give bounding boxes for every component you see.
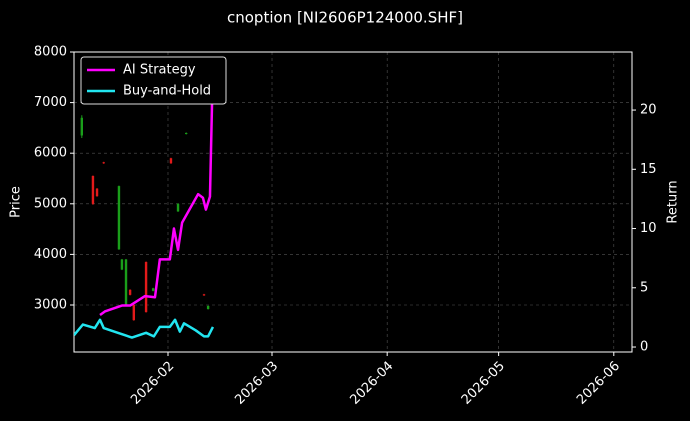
- candle-body: [95, 188, 99, 197]
- y-tick-label: 3000: [34, 297, 67, 312]
- series-line: [99, 62, 215, 317]
- legend-box: [80, 56, 227, 105]
- candle-body: [117, 186, 121, 250]
- y-tick-label: 7000: [34, 95, 67, 110]
- candle-body: [102, 162, 105, 164]
- y2-tick-label: 5: [640, 280, 648, 295]
- y-tick-label: 4000: [34, 247, 67, 262]
- candle-body: [132, 304, 136, 321]
- candle-body: [169, 158, 173, 164]
- plot-frame: [73, 51, 633, 353]
- legend-label: Buy-and-Hold: [123, 84, 211, 99]
- candle-body: [128, 289, 132, 295]
- y2-tick-label: 10: [640, 221, 657, 236]
- y2-axis-label: Return: [666, 180, 681, 223]
- candle-body: [144, 261, 148, 313]
- y2-tick-label: 20: [640, 103, 657, 118]
- legend-label: AI Strategy: [123, 63, 196, 78]
- y-tick-label: 6000: [34, 146, 67, 161]
- candle-body: [184, 132, 188, 134]
- candle-body: [120, 259, 124, 270]
- series-line: [74, 318, 215, 339]
- y-tick-label: 8000: [34, 45, 67, 60]
- chart-title: cnoption [NI2606P124000.SHF]: [227, 9, 463, 27]
- candle-body: [80, 117, 84, 136]
- y2-tick-label: 15: [640, 162, 657, 177]
- y-tick-label: 5000: [34, 196, 67, 211]
- candle-body: [206, 306, 210, 310]
- candle-body: [151, 288, 155, 291]
- plot: [74, 62, 215, 339]
- candle-body: [91, 175, 95, 204]
- candle-body: [176, 203, 180, 212]
- candle-body: [202, 294, 206, 296]
- y-axis-label: Price: [9, 186, 24, 218]
- y2-tick-label: 0: [640, 340, 648, 355]
- candle-body: [124, 259, 128, 305]
